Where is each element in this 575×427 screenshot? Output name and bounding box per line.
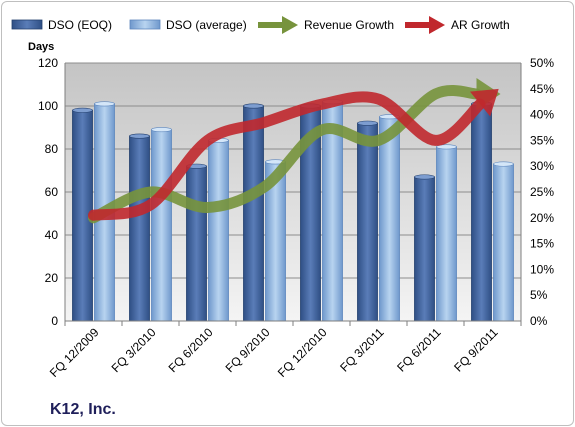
bar-body <box>471 103 492 322</box>
bar <box>436 144 457 322</box>
left-tick-label: 60 <box>45 185 59 199</box>
right-tick-label: 20% <box>530 211 554 225</box>
right-tick-label: 0% <box>530 314 548 328</box>
arrow-head <box>469 88 499 117</box>
series-path <box>88 91 486 221</box>
bar-top <box>94 101 115 107</box>
bar-body <box>243 105 264 322</box>
right-tick-label: 10% <box>530 262 554 276</box>
legend-item: Revenue Growth <box>258 16 394 34</box>
x-tick-label: FQ 3/2011 <box>337 325 387 375</box>
bar-top <box>151 127 172 133</box>
x-tick-label: FQ 9/2010 <box>223 325 273 375</box>
bar <box>414 174 435 322</box>
legend-item: DSO (EOQ) <box>11 18 112 32</box>
series-path <box>88 85 482 224</box>
legend-swatch <box>129 19 161 30</box>
x-tick-label: FQ 3/2010 <box>109 325 159 375</box>
bar-body <box>357 122 378 322</box>
bar <box>493 161 514 322</box>
bar <box>357 120 378 322</box>
x-tick-label: FQ 9/2011 <box>451 325 501 375</box>
bar-body <box>129 135 150 322</box>
legend-item: AR Growth <box>405 16 510 34</box>
left-tick-label: 20 <box>45 271 59 285</box>
line-series <box>88 77 501 224</box>
bar-body <box>379 116 400 322</box>
bar <box>471 101 492 322</box>
right-tick-label: 50% <box>530 56 554 70</box>
left-tick-label: 40 <box>45 228 59 242</box>
bar <box>129 133 150 322</box>
bar-top <box>243 103 264 109</box>
x-tick-label: FQ 6/2010 <box>166 325 216 375</box>
bar-top <box>493 161 514 167</box>
legend-arrow-head <box>429 16 445 34</box>
right-tick-label: 40% <box>530 108 554 122</box>
bar-top <box>357 120 378 126</box>
right-tick-label: 35% <box>530 133 554 147</box>
bar-body <box>493 163 514 322</box>
bar <box>243 103 264 322</box>
x-tick-label: FQ 12/2009 <box>47 325 102 380</box>
bar <box>208 137 229 322</box>
bar-body <box>414 176 435 322</box>
bar <box>379 114 400 322</box>
legend-label: AR Growth <box>451 18 510 32</box>
axes <box>64 63 522 326</box>
series-line <box>88 88 499 221</box>
x-axis-ticks: FQ 12/2009 FQ 3/2010 FQ 6/2010 FQ 9/2010 FQ … <box>47 325 501 380</box>
bar <box>151 127 172 322</box>
legend-label: DSO (average) <box>166 18 247 32</box>
bar-top <box>436 144 457 150</box>
left-tick-label: 0 <box>51 314 58 328</box>
right-tick-label: 5% <box>530 288 548 302</box>
legend-arrow-head <box>282 16 298 34</box>
right-tick-label: 25% <box>530 185 554 199</box>
bar-top <box>72 107 93 113</box>
left-tick-label: 100 <box>38 99 58 113</box>
x-tick-label: FQ 12/2010 <box>275 325 330 380</box>
left-tick-label: 120 <box>38 56 58 70</box>
legend-swatch <box>11 19 43 30</box>
legend: DSO (EOQ) DSO (average) Revenue Growth AR G… <box>11 16 510 34</box>
x-tick-label: FQ 6/2011 <box>394 325 444 375</box>
left-axis-title: Days <box>28 41 54 53</box>
legend-item: DSO (average) <box>129 18 247 32</box>
bar <box>186 163 207 322</box>
company-label: K12, Inc. <box>50 401 116 418</box>
bar-top <box>414 174 435 180</box>
right-tick-label: 45% <box>530 82 554 96</box>
bar-body <box>436 146 457 322</box>
right-tick-label: 30% <box>530 159 554 173</box>
bar-series <box>72 99 514 322</box>
left-axis-ticks: 0 20 40 60 80 100 120 <box>38 56 58 328</box>
bar-top <box>129 133 150 139</box>
left-tick-label: 80 <box>45 142 59 156</box>
legend-label: DSO (EOQ) <box>48 18 112 32</box>
bar-body <box>208 139 229 322</box>
right-axis-ticks: 0% 5% 10% 15% 20% 25% 30% 35% 40% 45% 50% <box>530 56 554 328</box>
bar-body <box>151 129 172 322</box>
legend-label: Revenue Growth <box>304 18 394 32</box>
bar-body <box>186 165 207 322</box>
right-tick-label: 15% <box>530 237 554 251</box>
